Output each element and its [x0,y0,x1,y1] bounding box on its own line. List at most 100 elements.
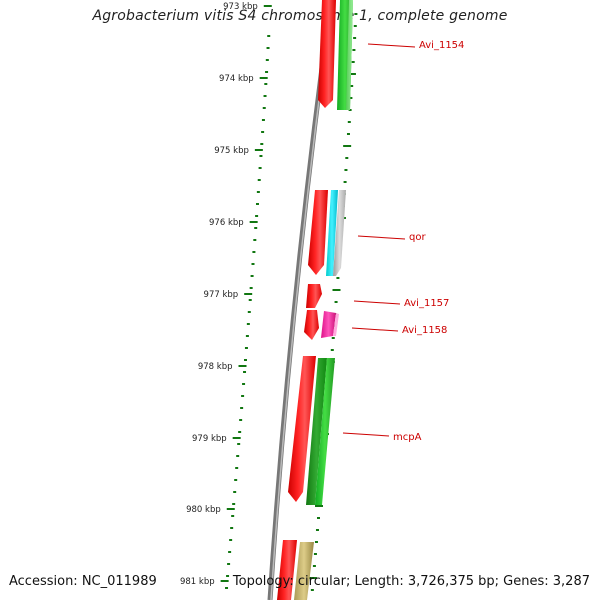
ruler-tick-label: 980 kbp [186,505,221,515]
ruler-tick-label: 974 kbp [219,74,254,84]
ruler-dot [246,323,250,325]
feature-bottom-khaki[interactable] [294,542,314,600]
feature-mcpa-group[interactable] [288,356,335,505]
ruler-major-tick [220,580,229,582]
accession-text: Accession: NC_011989 [9,574,157,589]
feature-bottom-red[interactable] [277,540,297,600]
feature-qor-gray[interactable] [333,190,346,276]
outer-tick [330,349,334,351]
ruler-dot [227,563,231,565]
feature-avi-1158-magenta-light[interactable] [333,313,339,336]
ruler-tick-label: 981 kbp [180,577,215,587]
ruler-dot [235,467,239,469]
ruler-dot [249,287,253,289]
ruler-tick-label: 978 kbp [198,362,233,372]
ruler-dot [260,143,264,145]
ruler-dot [264,83,268,85]
ruler-dot [250,275,254,277]
ruler-dot [255,215,259,217]
ruler-major-tick [244,293,253,295]
gene-label[interactable]: qor [409,232,426,243]
ruler-major-tick [249,221,258,223]
gene-label[interactable]: Avi_1158 [402,325,447,336]
feature-avi-1158-magenta[interactable] [321,311,336,338]
gene-label-leader [357,235,406,240]
outer-tick [315,505,324,507]
ruler-dot [253,239,257,241]
outer-tick [347,73,356,75]
ruler-dot [242,383,246,385]
ruler-dot [231,515,235,517]
outer-tick [353,25,357,27]
ruler-tick-label: 973 kbp [223,2,258,12]
map-title: Agrobacterium vitis S4 chromosome 1, com… [92,8,508,24]
ruler-dot [262,107,266,109]
feature-avi-1154-green-light[interactable] [346,0,353,110]
gene-label[interactable]: Avi_1154 [419,40,464,51]
ruler-dot [245,335,249,337]
feature-avi-1154-group[interactable] [318,0,353,110]
ruler-dot [267,35,271,37]
ruler-dot [237,443,241,445]
feature-avi-1154-red[interactable] [318,0,336,108]
outer-tick [343,145,352,147]
gene-label[interactable]: mcpA [393,432,422,443]
gene-label-leader [353,300,401,305]
ruler-dot [248,299,252,301]
ruler-dot [251,263,255,265]
feature-avi-1157-group[interactable] [306,284,322,308]
outer-tick [353,37,357,39]
topology-summary-text: Topology: circular; Length: 3,726,375 bp… [232,574,590,589]
ruler-major-tick [232,437,241,439]
outer-tick [352,49,356,51]
ruler-tick-label: 975 kbp [214,146,249,156]
ruler-dot [252,251,256,253]
ruler-dot [233,491,237,493]
feature-avi-1158-group[interactable] [304,310,339,340]
ruler-dot [265,71,269,73]
ruler-tick-label: 976 kbp [209,218,244,228]
ruler-tick-label: 979 kbp [192,434,227,444]
ruler-major-tick [254,149,263,151]
outer-tick [344,169,348,171]
ruler-dot [238,431,242,433]
ruler-major-tick [226,508,235,510]
outer-tick [350,85,354,87]
outer-tick [313,553,317,555]
feature-avi-1157-red[interactable] [306,284,322,308]
ruler-dot [244,347,248,349]
gene-label-leader [351,327,399,332]
outer-tick [349,97,353,99]
outer-tick [331,337,335,339]
ruler-dot [243,371,247,373]
ruler-dot [261,131,265,133]
ruler-dot [265,59,269,61]
ruler-dot [261,119,265,121]
gene-label[interactable]: Avi_1157 [404,298,449,309]
ruler-dot [259,155,263,157]
feature-bottom-group[interactable] [277,540,314,600]
feature-avi-1158-red[interactable] [304,310,319,340]
ruler-dot [266,47,270,49]
feature-qor-cyan[interactable] [326,190,338,276]
outer-tick [348,109,352,111]
ruler-dotted-track [225,35,271,589]
feature-mcpa-green[interactable] [315,358,335,505]
feature-qor-red[interactable] [308,190,328,275]
outer-tick [312,565,316,567]
outer-tick [310,589,314,591]
outer-tick [354,13,358,15]
ruler-dot [228,551,232,553]
ruler-tick-label: 977 kbp [204,290,239,300]
outer-tick [314,541,318,543]
feature-mcpa-red[interactable] [288,356,316,502]
outer-tick [336,277,340,279]
ruler-dot [240,407,244,409]
feature-mcpa-darkgreen[interactable] [306,358,327,505]
outer-tick [345,157,349,159]
ruler-dot [236,455,240,457]
feature-qor-group[interactable] [308,190,346,276]
ruler-dot [247,311,251,313]
